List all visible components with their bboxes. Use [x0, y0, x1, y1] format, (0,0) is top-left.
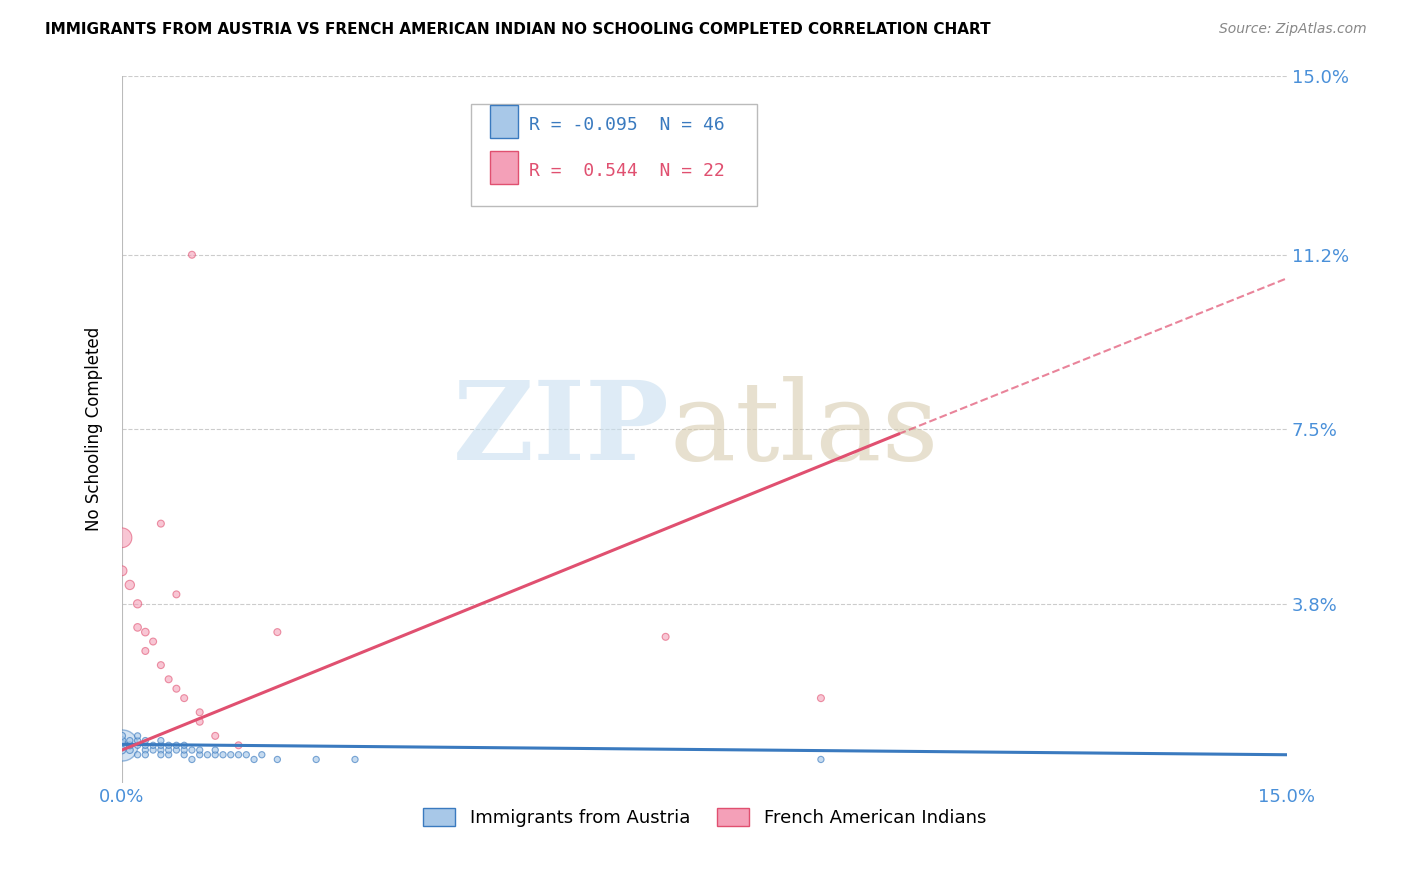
Point [134, 733, 156, 747]
Point [118, 578, 141, 592]
Legend: Immigrants from Austria, French American Indians: Immigrants from Austria, French American… [415, 800, 994, 834]
Point [181, 743, 204, 757]
Point [212, 747, 235, 762]
Point [204, 747, 226, 762]
Point [118, 739, 141, 753]
Point [219, 747, 242, 762]
FancyBboxPatch shape [491, 104, 517, 137]
Point [204, 743, 226, 757]
Point [111, 733, 134, 747]
Point [134, 747, 156, 762]
Point [118, 733, 141, 747]
Point [127, 739, 149, 753]
Point [188, 747, 211, 762]
Point [266, 625, 288, 640]
Point [305, 752, 328, 766]
Text: R = -0.095  N = 46: R = -0.095 N = 46 [529, 116, 724, 134]
Point [165, 681, 187, 696]
Point [134, 743, 156, 757]
Point [173, 747, 195, 762]
Point [157, 673, 180, 687]
Point [142, 743, 165, 757]
Point [157, 739, 180, 753]
Point [181, 752, 204, 766]
Point [228, 747, 250, 762]
Point [173, 743, 195, 757]
Point [149, 747, 172, 762]
Point [127, 733, 149, 747]
Point [111, 739, 134, 753]
Point [243, 752, 266, 766]
Point [157, 743, 180, 757]
Point [127, 620, 149, 634]
FancyBboxPatch shape [491, 151, 517, 184]
Point [228, 739, 250, 753]
Point [343, 752, 366, 766]
Text: Source: ZipAtlas.com: Source: ZipAtlas.com [1219, 22, 1367, 37]
Point [165, 739, 187, 753]
Point [188, 706, 211, 720]
Point [197, 747, 219, 762]
Point [235, 747, 257, 762]
Point [157, 747, 180, 762]
Point [266, 752, 288, 766]
Point [654, 630, 676, 644]
Point [111, 743, 134, 757]
Text: ZIP: ZIP [453, 376, 669, 483]
Point [127, 597, 149, 611]
Point [142, 634, 165, 648]
Point [111, 564, 134, 578]
Text: R =  0.544  N = 22: R = 0.544 N = 22 [529, 161, 724, 180]
Point [149, 739, 172, 753]
Point [173, 739, 195, 753]
Point [810, 691, 832, 706]
Point [111, 531, 134, 545]
Text: IMMIGRANTS FROM AUSTRIA VS FRENCH AMERICAN INDIAN NO SCHOOLING COMPLETED CORRELA: IMMIGRANTS FROM AUSTRIA VS FRENCH AMERIC… [45, 22, 991, 37]
Point [127, 747, 149, 762]
Point [134, 644, 156, 658]
Point [111, 729, 134, 743]
Point [118, 743, 141, 757]
Point [165, 587, 187, 601]
Point [142, 739, 165, 753]
Point [165, 743, 187, 757]
Point [188, 714, 211, 729]
Point [149, 658, 172, 673]
Point [134, 739, 156, 753]
Point [250, 747, 273, 762]
Point [181, 248, 204, 262]
Point [173, 691, 195, 706]
Point [810, 752, 832, 766]
Point [149, 743, 172, 757]
FancyBboxPatch shape [471, 103, 756, 206]
Point [149, 516, 172, 531]
Point [127, 729, 149, 743]
Point [149, 733, 172, 747]
Point [188, 743, 211, 757]
Point [204, 729, 226, 743]
Text: atlas: atlas [669, 376, 939, 483]
Point [134, 625, 156, 640]
Y-axis label: No Schooling Completed: No Schooling Completed [86, 327, 103, 532]
Point [111, 739, 134, 753]
